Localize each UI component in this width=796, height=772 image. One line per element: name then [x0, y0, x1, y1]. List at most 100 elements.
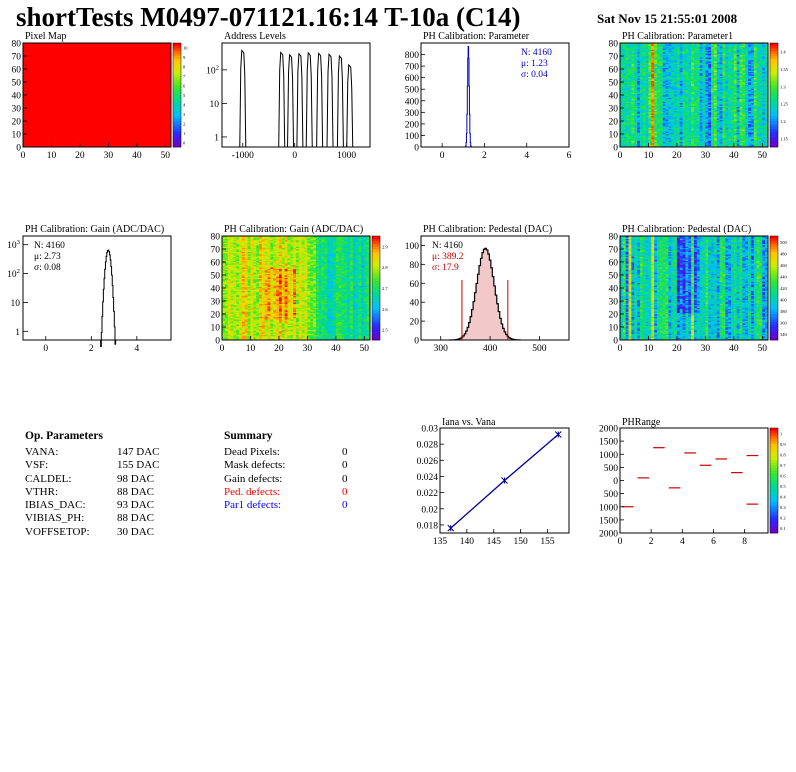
summary-row: Ped. defects: 0 — [224, 486, 364, 499]
pedestal-map-xtick-label: 50 — [758, 344, 768, 354]
ph-param1-xtick-label: 40 — [729, 151, 739, 161]
pixel-map-palette — [172, 42, 182, 148]
pedestal-map-title: PH Calibration: Pedestal (DAC) — [622, 224, 751, 235]
phrange-palette-label: 0.4 — [780, 494, 786, 499]
op-parameters-heading: Op. Parameters — [25, 430, 103, 442]
page-title: shortTests M0497-071121.16:14 T-10a (C14… — [16, 2, 521, 32]
pedestal-hist-title: PH Calibration: Pedestal (DAC) — [423, 224, 552, 235]
pedestal-map-ytick-label: 20 — [609, 311, 619, 321]
op-parameter-row: CALDEL: 98 DAC — [25, 473, 175, 486]
pedestal-map-cells — [620, 236, 769, 341]
gain-map-ytick-label: 60 — [211, 259, 221, 269]
gain-hist-stat-n: N: 4160 — [34, 241, 65, 251]
ph-param1-ytick-label: 70 — [609, 53, 619, 63]
ph-param-xtick-label: 6 — [567, 151, 572, 161]
gain-map-palette-label: 2.8 — [382, 265, 388, 270]
ph-param1-xtick-label: 30 — [701, 151, 711, 161]
ph-param1-ytick-label: 60 — [609, 66, 619, 76]
pedestal-hist-ytick-label: 60 — [410, 280, 420, 290]
iana-vana-xtick-label: 145 — [487, 537, 502, 547]
gain-map-ytick-label: 30 — [211, 298, 221, 308]
pixel-map-xtick-label: 40 — [132, 151, 142, 161]
ph-param-ytick-label: 800 — [405, 51, 420, 61]
gain-map-xtick-label: 10 — [246, 344, 256, 354]
op-parameter-row: VOFFSETOP: 30 DAC — [25, 526, 175, 539]
pedestal-hist-ytick-label: 40 — [410, 299, 420, 309]
op-parameter-row: VTHR: 88 DAC — [25, 486, 175, 499]
phrange-ytick-label: 500 — [604, 464, 619, 474]
pixel-map-palette-label: 10 — [183, 46, 188, 51]
pedestal-map-palette-label: 340 — [780, 332, 788, 337]
gain-hist-hist — [100, 249, 117, 347]
pixel-map-xtick-label: 50 — [161, 151, 171, 161]
pedestal-map-palette — [769, 235, 779, 341]
op-parameter-value: 88 DAC — [117, 512, 154, 525]
ph-param-xtick-label: 4 — [524, 151, 529, 161]
summary-row: Gain defects: 0 — [224, 473, 364, 486]
iana-vana-marker — [501, 477, 508, 484]
pixel-map-ytick-label: 50 — [12, 79, 22, 89]
address-levels-peak — [287, 53, 295, 148]
gain-map-ytick-label: 50 — [211, 272, 221, 282]
address-levels-xtick-label: -1000 — [232, 151, 254, 161]
pedestal-map-ytick-label: 70 — [609, 246, 619, 256]
ph-param-xtick-label: 2 — [482, 151, 487, 161]
gain-hist-xtick-label: 4 — [134, 344, 139, 354]
address-levels-peak — [326, 53, 334, 148]
phrange-palette-label: 1 — [780, 431, 782, 436]
phrange-ytick-label: 2000 — [599, 425, 618, 435]
pedestal-map-palette-label: 420 — [780, 286, 788, 291]
gain-map-ytick-label: 10 — [211, 324, 221, 334]
gain-map-ytick-label: 70 — [211, 246, 221, 256]
pedestal-hist-hist — [448, 247, 522, 341]
pedestal-hist-stat-n: N: 4160 — [432, 241, 463, 251]
iana-vana-xtick-label: 140 — [460, 537, 475, 547]
summary-name: Dead Pixels: — [224, 446, 280, 458]
pedestal-hist-ytick-label: 100 — [405, 242, 420, 252]
pedestal-hist-ytick-label: 0 — [414, 337, 419, 347]
op-parameter-row: IBIAS_DAC: 93 DAC — [25, 499, 175, 512]
pedestal-map-ytick-label: 0 — [613, 337, 618, 347]
pixel-map-ytick-label: 60 — [12, 66, 22, 76]
op-parameter-value: 93 DAC — [117, 499, 154, 512]
pixel-map-ytick-label: 10 — [12, 131, 22, 141]
phrange-palette-label: 0.3 — [780, 505, 786, 510]
pedestal-map-palette-label: 480 — [780, 251, 788, 256]
gain-hist-ytick-label: 102 — [7, 268, 20, 280]
pixel-map-ytick-label: 80 — [12, 40, 22, 50]
gain-hist-xtick-label: 2 — [89, 344, 94, 354]
iana-vana-ytick-label: 0.03 — [421, 425, 438, 435]
address-levels-ytick-label: 10 — [210, 100, 220, 110]
op-parameter-value: 30 DAC — [117, 525, 154, 538]
ph-param-ytick-label: 400 — [405, 97, 420, 107]
gain-hist-xtick-label: 0 — [43, 344, 48, 354]
phrange-ytick-label: 0 — [613, 477, 618, 487]
pedestal-map-palette-label: 360 — [780, 321, 788, 326]
iana-vana-ytick-label: 0.024 — [417, 473, 439, 483]
address-levels-frame — [221, 42, 371, 148]
phrange-ytick-label: 1500 — [599, 516, 618, 526]
ph-param1-title: PH Calibration: Parameter1 — [622, 31, 733, 42]
address-levels-ytick-label: 102 — [206, 64, 219, 76]
pixel-map-palette-label: 5 — [183, 93, 186, 98]
ph-param1-ytick-label: 20 — [609, 118, 619, 128]
pixel-map-fill — [23, 43, 171, 147]
ph-param1-xtick-label: 10 — [644, 151, 654, 161]
pedestal-hist-frame — [420, 235, 570, 341]
iana-vana-ytick-label: 0.022 — [417, 489, 439, 499]
summary-name: Ped. defects: — [224, 485, 281, 498]
summary-panel: Summary Dead Pixels: 0 Mask defects: 0 Gain … — [224, 430, 364, 512]
ph-param1-palette-label: 1.4 — [780, 50, 786, 55]
summary-list: Dead Pixels: 0 Mask defects: 0 Gain defects:… — [224, 446, 364, 512]
op-parameters-list: VANA: 147 DAC VSF: 155 DAC CALDEL: 98 DAC VTHR… — [25, 446, 175, 539]
pedestal-map-xtick-label: 0 — [618, 344, 623, 354]
pixel-map-palette-label: 1 — [183, 131, 185, 136]
gain-map-palette — [371, 235, 381, 341]
pixel-map-xtick-label: 20 — [75, 151, 85, 161]
address-levels-peak — [278, 51, 286, 148]
summary-row: Mask defects: 0 — [224, 459, 364, 472]
gain-hist-frame — [22, 235, 172, 341]
ph-param-title: PH Calibration: Parameter — [423, 31, 530, 42]
summary-name: Par1 defects: — [224, 499, 282, 512]
phrange-xtick-label: 4 — [680, 537, 685, 547]
